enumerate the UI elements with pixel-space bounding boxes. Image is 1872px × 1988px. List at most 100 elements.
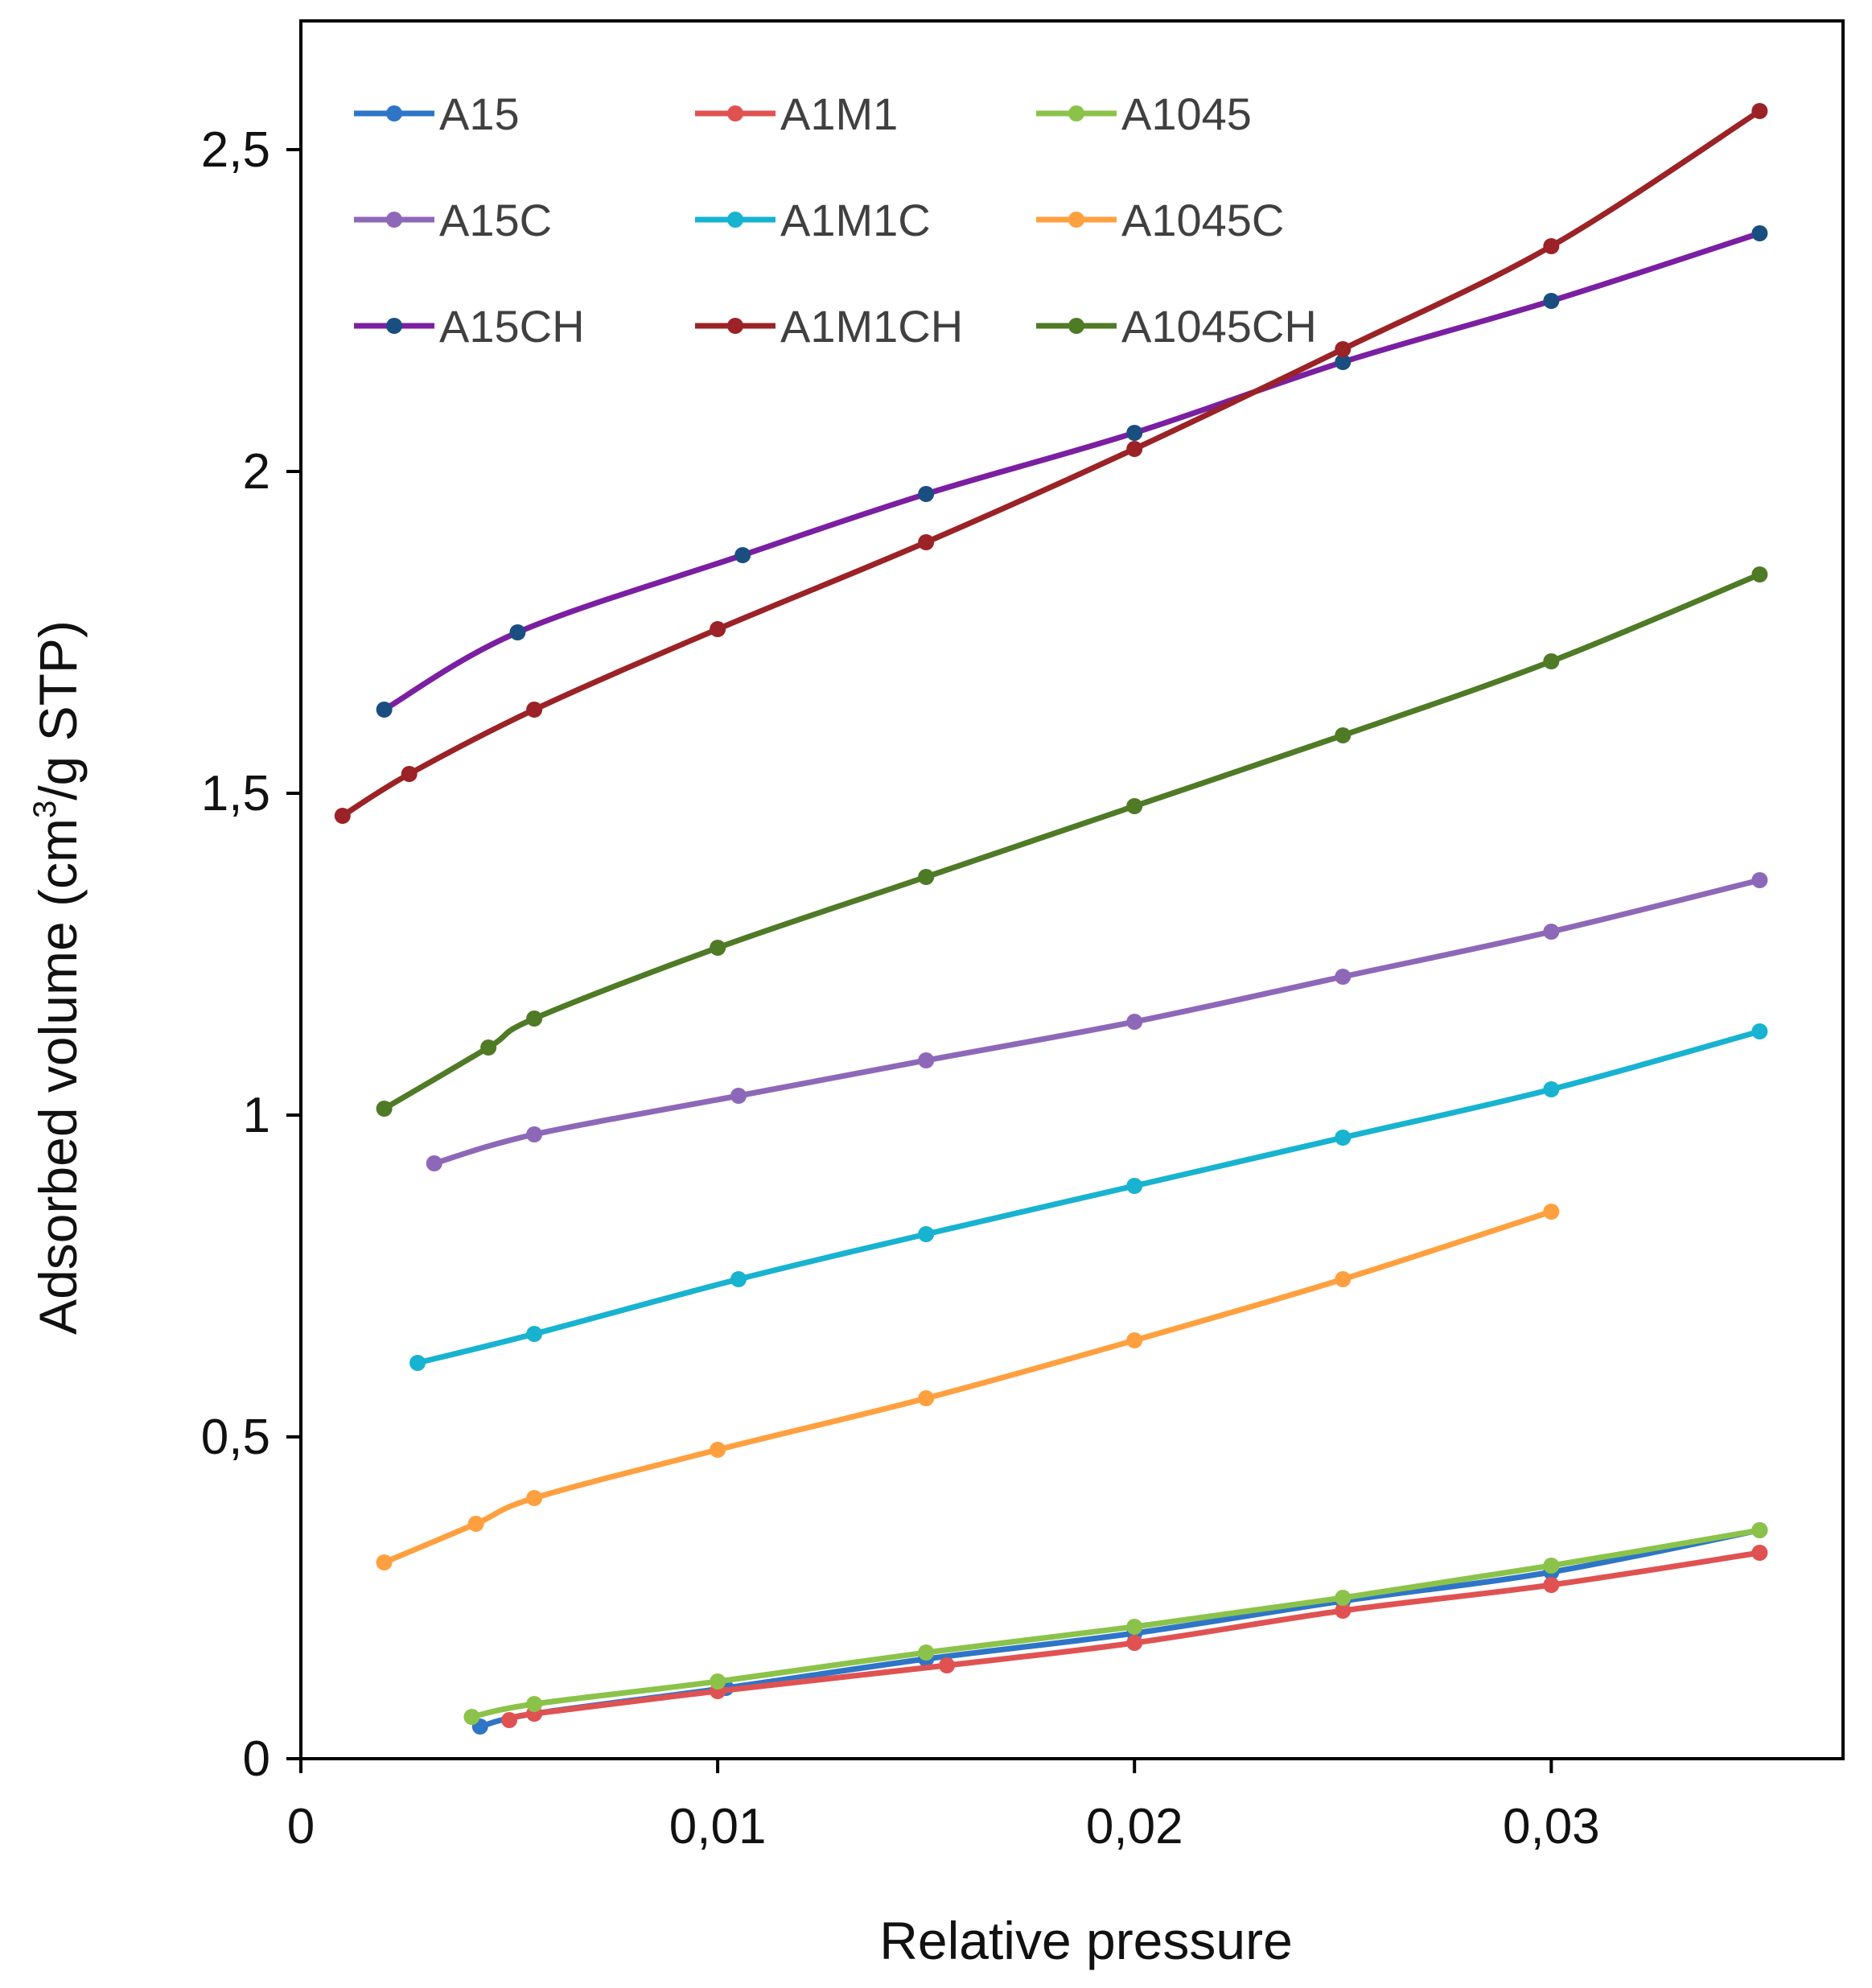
data-point-a1045c — [1543, 1204, 1560, 1220]
data-point-a1m1c — [409, 1355, 426, 1371]
data-point-a1045 — [1126, 1619, 1143, 1635]
data-point-a1m1ch — [1543, 238, 1560, 254]
data-point-a15c — [1543, 924, 1560, 940]
data-point-a1m1 — [1126, 1635, 1143, 1651]
data-point-a1045c — [467, 1516, 484, 1532]
y-tick-label: 1 — [243, 1088, 270, 1143]
x-tick-label: 0,01 — [669, 1799, 767, 1854]
data-point-a15ch — [376, 702, 393, 718]
legend-item-a15c: A15C — [354, 195, 552, 245]
data-point-a1045ch — [918, 869, 935, 885]
data-point-a1045c — [1335, 1271, 1352, 1287]
data-point-a1045ch — [376, 1101, 393, 1117]
series-a1045ch — [376, 566, 1768, 1117]
data-point-a1m1ch — [526, 702, 543, 718]
data-point-a1045 — [918, 1644, 935, 1661]
legend-item-a1045c: A1045C — [1036, 195, 1284, 245]
data-point-a1045 — [526, 1696, 543, 1712]
data-point-a15ch — [509, 624, 526, 640]
legend-item-a15: A15 — [354, 88, 520, 139]
y-tick-label: 0,5 — [201, 1410, 270, 1465]
plot-area — [299, 19, 1845, 1760]
data-point-a15ch — [1335, 354, 1352, 370]
series-line-a15ch — [381, 230, 1763, 713]
data-point-a1045ch — [480, 1039, 497, 1056]
data-point-a1m1 — [939, 1657, 956, 1673]
data-point-a1045 — [1543, 1558, 1560, 1574]
legend: A15 A1M1 A1045 A15C A1M1C A1045C A15CH A1M1CH A1… — [354, 88, 1317, 352]
legend-label: A1045C — [1121, 195, 1284, 245]
legend-item-a1045ch: A1045CH — [1036, 301, 1317, 352]
series-a1045 — [463, 1522, 1768, 1725]
legend-label: A15 — [439, 88, 520, 139]
legend-label: A1M1CH — [780, 301, 963, 352]
data-point-a1m1ch — [710, 621, 726, 637]
legend-item-a1m1ch: A1M1CH — [695, 301, 963, 352]
y-tick-label: 0 — [243, 1731, 270, 1787]
data-point-a1045c — [526, 1490, 543, 1506]
legend-swatch-marker — [727, 105, 743, 121]
data-point-a1m1ch — [1751, 103, 1768, 119]
data-point-a1045c — [710, 1442, 726, 1458]
legend-item-a1045: A1045 — [1036, 88, 1252, 139]
y-tick-label: 2 — [243, 444, 270, 500]
data-point-a15ch — [1543, 293, 1560, 309]
data-point-a1045ch — [1543, 653, 1560, 669]
data-point-a15c — [1751, 872, 1768, 888]
data-point-a15c — [1335, 969, 1352, 985]
data-point-a1m1ch — [918, 534, 935, 550]
data-point-a15ch — [1751, 225, 1768, 241]
x-axis-title: Relative pressure — [879, 1911, 1293, 1970]
x-tick-label: 0,02 — [1086, 1799, 1183, 1854]
data-point-a15c — [1126, 1014, 1143, 1030]
series-line-a15c — [431, 877, 1763, 1167]
data-point-a1045ch — [1751, 566, 1768, 582]
data-point-a1m1c — [1126, 1178, 1143, 1194]
data-point-a1m1ch — [334, 808, 351, 824]
legend-item-a15ch: A15CH — [354, 301, 585, 352]
legend-label: A1M1C — [780, 195, 931, 245]
y-axis-title-superscript: 3 — [27, 801, 63, 818]
y-tick-label: 1,5 — [201, 766, 270, 821]
axis-layer: 0 0,5 1 1,5 2 2,5 0 0,01 0,02 0,03 — [201, 122, 1600, 1854]
data-point-a1m1 — [501, 1712, 518, 1728]
legend-swatch-marker — [727, 318, 743, 334]
series-layer — [334, 103, 1768, 1735]
data-point-a15c — [730, 1088, 747, 1104]
series-line-a1m1ch — [339, 108, 1763, 819]
legend-label: A15C — [439, 195, 552, 245]
data-point-a1m1 — [1543, 1577, 1560, 1593]
y-axis-title-main: Adsorbed volume (cm — [28, 818, 88, 1335]
data-point-a1045 — [710, 1673, 726, 1690]
data-point-a1m1c — [730, 1271, 747, 1287]
data-point-a1045 — [463, 1709, 480, 1725]
legend-swatch-marker — [386, 318, 402, 334]
legend-swatch-marker — [386, 105, 402, 121]
series-line-a1m1c — [414, 1028, 1763, 1366]
x-tick-label: 0,03 — [1503, 1799, 1600, 1854]
data-point-a1m1c — [526, 1326, 543, 1342]
data-point-a15c — [426, 1155, 442, 1171]
data-point-a1m1 — [1335, 1603, 1352, 1619]
data-point-a1m1ch — [1335, 341, 1352, 357]
data-point-a1m1ch — [1126, 441, 1143, 457]
series-a1m1ch — [334, 103, 1768, 824]
data-point-a1m1c — [1751, 1023, 1768, 1039]
series-line-a1045 — [468, 1527, 1763, 1720]
series-a15ch — [376, 225, 1768, 718]
data-point-a1045c — [376, 1554, 393, 1570]
data-point-a1045ch — [1126, 798, 1143, 814]
legend-swatch-marker — [1068, 105, 1084, 121]
y-axis-title-tail: /g STP) — [28, 620, 88, 801]
data-point-a15c — [526, 1126, 543, 1142]
series-line-a1045ch — [381, 571, 1763, 1112]
legend-swatch-marker — [1068, 212, 1084, 228]
data-point-a1m1c — [1335, 1130, 1352, 1146]
legend-label: A1M1 — [780, 88, 898, 139]
data-point-a15ch — [734, 547, 751, 563]
data-point-a1045ch — [526, 1010, 543, 1027]
legend-label: A1045CH — [1121, 301, 1317, 352]
y-axis-title: Adsorbed volume (cm3/g STP) — [27, 620, 88, 1335]
series-a1045c — [376, 1204, 1560, 1570]
